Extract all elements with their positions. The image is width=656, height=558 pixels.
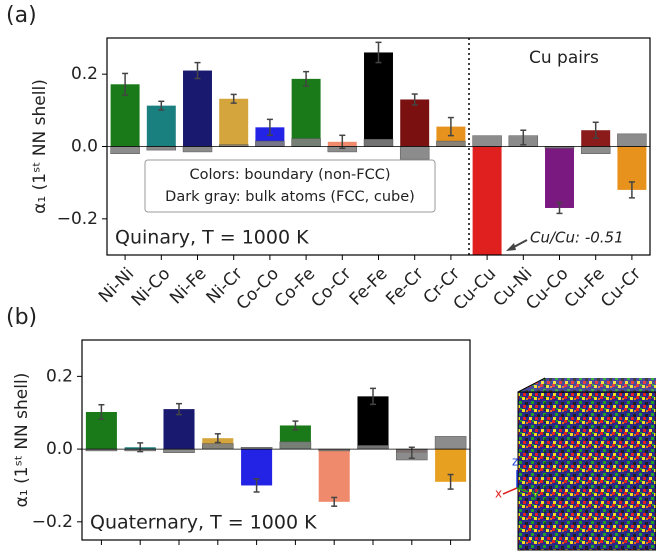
bulk-bar xyxy=(146,146,177,151)
bulk-bar xyxy=(436,140,466,147)
y-tick-label: −0.2 xyxy=(57,209,98,229)
boundary-bar xyxy=(318,449,350,502)
boundary-bar xyxy=(357,396,389,450)
x-tick-label: Co-Co xyxy=(233,264,283,314)
x-tick-label: Cu-Co xyxy=(522,264,572,314)
annotation: Cu/Cu: -0.51 xyxy=(530,229,624,247)
boundary-bar xyxy=(163,409,195,450)
error-bar xyxy=(556,201,563,215)
boundary-bar xyxy=(472,146,502,255)
error-bar xyxy=(292,420,299,431)
condition-label: Quinary, T = 1000 K xyxy=(115,227,309,249)
x-tick-label: Ni-Fe xyxy=(166,264,210,308)
boundary-bar xyxy=(545,146,574,208)
bulk-bar xyxy=(110,146,140,154)
x-tick-label: Cu-Cr xyxy=(597,264,645,312)
error-bar xyxy=(370,387,376,406)
group-label: Cu pairs xyxy=(529,48,599,68)
error-bar xyxy=(520,129,527,146)
error-bar xyxy=(176,402,182,416)
error-bar xyxy=(230,93,237,104)
x-tick-label: Co-Cr xyxy=(308,264,356,312)
error-bar xyxy=(447,116,454,137)
error-bar xyxy=(137,442,144,453)
bulk-bar xyxy=(434,436,467,450)
legend-box xyxy=(144,159,436,213)
x-tick-label: Co-Fe xyxy=(271,264,319,312)
error-bar xyxy=(98,403,105,421)
error-bar xyxy=(331,496,338,507)
bulk-bar xyxy=(580,146,611,154)
y-tick-label: 0.0 xyxy=(46,439,73,459)
error-bar xyxy=(214,433,221,444)
error-bar xyxy=(375,41,382,64)
bulk-bar xyxy=(399,146,430,160)
y-axis-label: α₁ (1ˢᵗ NN shell) xyxy=(30,79,50,214)
y-tick-label: 0.2 xyxy=(46,366,73,386)
boundary-bar xyxy=(183,70,212,147)
structure-cube xyxy=(502,377,656,551)
legend-text: Dark gray: bulk atoms (FCC, cube) xyxy=(165,189,415,205)
panel-label: (a) xyxy=(6,3,37,28)
bulk-bar xyxy=(255,140,285,147)
bulk-bar xyxy=(279,441,312,450)
error-bar xyxy=(592,121,599,139)
axes-frame xyxy=(81,339,471,541)
bulk-bar xyxy=(163,448,195,453)
y-tick-label: 0.2 xyxy=(71,64,98,84)
inset-axis-label: x xyxy=(495,487,502,501)
bulk-bar xyxy=(182,146,213,153)
boundary-bar xyxy=(364,52,393,147)
error-bar xyxy=(266,118,273,137)
bulk-bar xyxy=(472,135,502,147)
error-bar xyxy=(303,70,310,87)
arrow-head xyxy=(506,243,516,251)
bulk-bar xyxy=(291,138,321,147)
y-tick-label: −0.2 xyxy=(32,512,73,532)
axes-frame xyxy=(106,37,651,256)
bulk-bar xyxy=(357,445,389,450)
error-bar xyxy=(194,61,201,80)
error-bar xyxy=(253,478,260,493)
x-tick-label: Fe-Cr xyxy=(382,264,427,309)
error-bar xyxy=(122,72,129,96)
error-bar xyxy=(411,93,418,106)
error-bar xyxy=(628,181,635,199)
plot-area xyxy=(110,41,647,255)
error-bar xyxy=(158,100,165,111)
x-tick-label: Cu-Fe xyxy=(561,264,609,312)
plot-area xyxy=(85,387,467,507)
bulk-bar xyxy=(363,139,394,147)
x-tick-label: Ni-Co xyxy=(128,264,175,311)
boundary-bar xyxy=(400,99,430,147)
inset-axis-label: z xyxy=(512,455,518,469)
condition-label: Quaternary, T = 1000 K xyxy=(90,512,317,534)
bulk-bar xyxy=(617,133,647,147)
boundary-bar xyxy=(146,105,176,147)
bulk-bar xyxy=(202,443,234,450)
legend-text: Colors: boundary (non-FCC) xyxy=(190,167,391,183)
boundary-bar xyxy=(219,98,249,147)
boundary-bar xyxy=(291,78,321,147)
panel-label: (b) xyxy=(6,305,37,330)
y-tick-label: 0.0 xyxy=(71,137,98,157)
error-bar xyxy=(447,473,454,490)
y-axis-label: α₁ (1ˢᵗ NN shell) xyxy=(12,373,32,508)
x-tick-label: Fe-Fe xyxy=(346,264,392,310)
inset-axis-label: y xyxy=(532,487,539,501)
